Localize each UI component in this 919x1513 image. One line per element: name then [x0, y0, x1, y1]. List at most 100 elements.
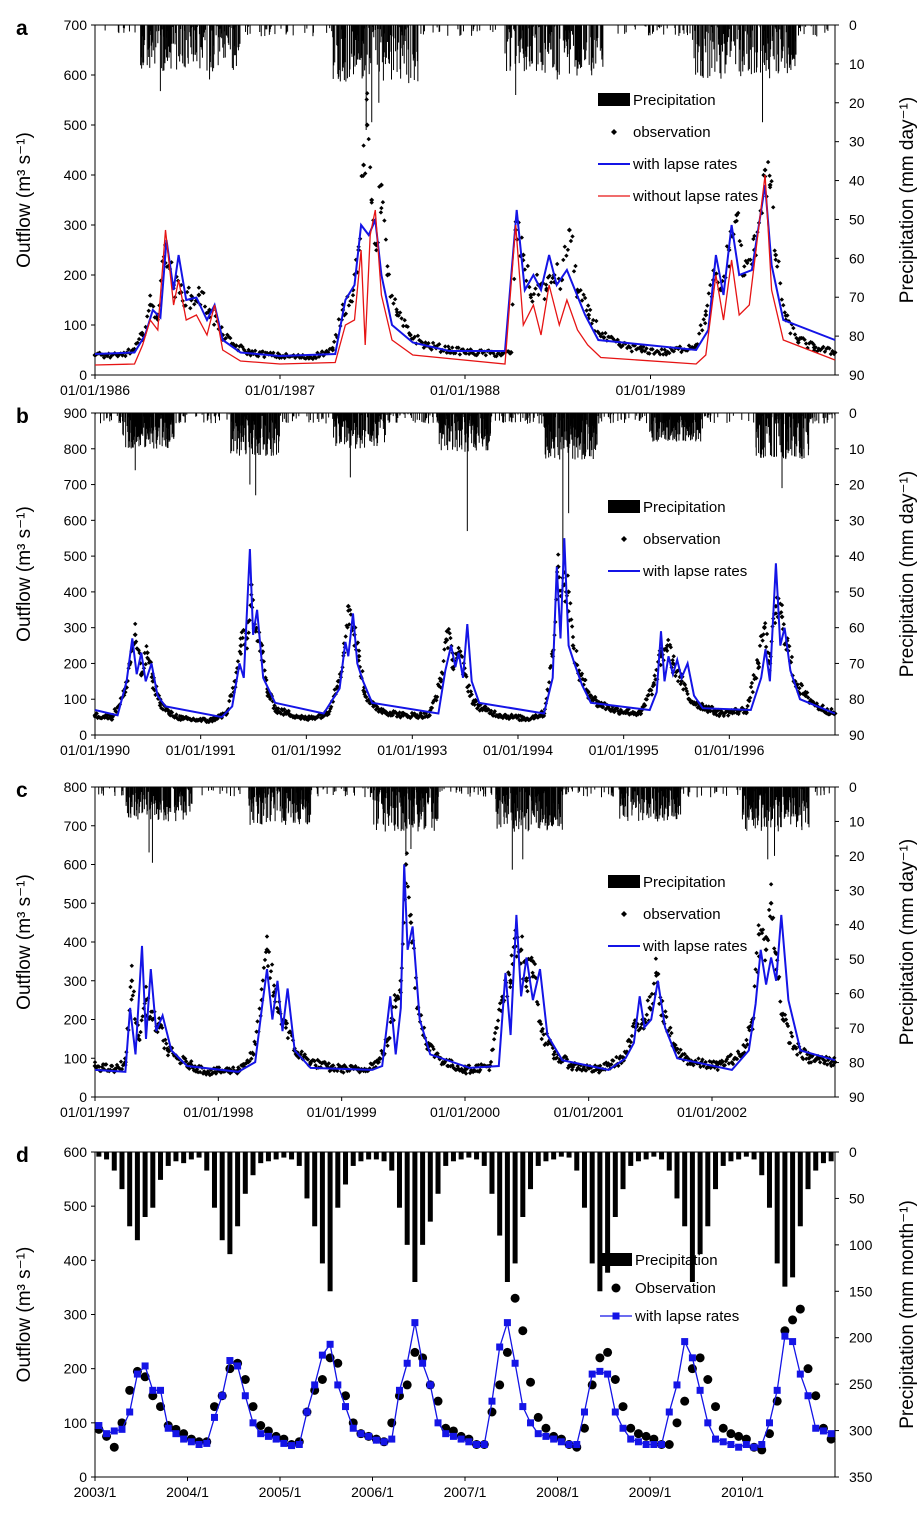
data-point — [581, 682, 586, 687]
y-axis-left: 0 100 200 300 400 500 600 700 800 — [64, 779, 95, 1105]
data-point — [748, 695, 753, 700]
data-point — [743, 258, 748, 264]
data-point — [330, 347, 336, 353]
data-point — [387, 710, 393, 715]
data-point — [215, 1068, 221, 1074]
data-point — [253, 348, 258, 354]
x-tick-label: 01/01/1996 — [694, 742, 764, 758]
data-point — [391, 301, 396, 306]
data-point — [347, 622, 352, 627]
data-point — [750, 689, 755, 695]
data-point — [364, 97, 369, 102]
data-point — [325, 711, 331, 716]
data-point — [685, 691, 690, 697]
data-point — [524, 984, 529, 989]
data-point — [129, 997, 134, 1002]
data-point — [767, 182, 773, 188]
x-tick-label: 01/01/1998 — [183, 1104, 253, 1120]
data-point — [249, 349, 255, 354]
data-point — [799, 683, 805, 688]
data-point — [505, 714, 511, 719]
data-point — [713, 709, 718, 715]
data-point — [807, 341, 812, 346]
data-point — [534, 272, 540, 278]
data-point — [356, 648, 362, 653]
data-point — [259, 643, 265, 648]
data-point — [426, 341, 431, 346]
data-point — [414, 715, 419, 720]
data-point — [542, 1042, 547, 1048]
data-point — [196, 285, 202, 290]
data-point — [264, 934, 270, 939]
data-point — [664, 648, 670, 653]
data-point — [518, 713, 523, 718]
data-point — [241, 347, 247, 352]
data-point — [598, 1063, 603, 1068]
data-point — [706, 704, 711, 709]
data-point — [183, 303, 188, 308]
data-point — [197, 1069, 203, 1075]
data-point — [528, 292, 534, 298]
data-point — [162, 1046, 167, 1051]
data-point — [282, 707, 287, 712]
data-point — [678, 1047, 683, 1052]
x-tick-label: 01/01/1988 — [430, 382, 500, 398]
data-point — [165, 1053, 171, 1058]
data-point — [392, 992, 397, 998]
data-point — [456, 345, 461, 350]
data-point — [139, 330, 145, 336]
data-point — [761, 632, 766, 637]
data-point — [158, 278, 164, 283]
data-point — [583, 1068, 589, 1073]
data-point — [810, 340, 815, 346]
data-point — [698, 323, 703, 328]
data-point — [283, 1025, 289, 1030]
data-point — [622, 1049, 627, 1054]
y2-tick-label: 20 — [849, 477, 865, 493]
data-point — [193, 298, 199, 304]
data-point — [475, 702, 481, 707]
data-point — [391, 709, 396, 714]
data-point — [450, 665, 455, 670]
data-point — [213, 1071, 219, 1076]
data-point — [104, 715, 109, 720]
y-tick-label: 200 — [64, 267, 88, 283]
data-point — [491, 710, 497, 716]
y-tick-label: 500 — [64, 895, 88, 911]
data-point — [389, 293, 395, 298]
data-point — [263, 675, 268, 680]
data-point — [703, 321, 708, 326]
data-point — [281, 712, 286, 717]
y-tick-label: 600 — [64, 857, 88, 873]
data-point — [207, 1072, 213, 1078]
data-point — [565, 573, 570, 578]
data-point — [773, 257, 778, 262]
data-point — [570, 643, 576, 649]
legend-label: observation — [643, 531, 721, 548]
data-point — [136, 648, 141, 653]
data-point — [606, 1061, 611, 1066]
data-point — [568, 601, 573, 606]
data-point — [542, 296, 547, 302]
data-point — [773, 611, 779, 616]
data-point — [726, 713, 731, 718]
data-point — [815, 349, 820, 354]
data-point — [362, 689, 367, 695]
data-point — [343, 634, 348, 639]
y2-axis-label: Precipitation (mm day⁻¹) — [897, 839, 918, 1045]
data-point — [670, 658, 675, 663]
data-point — [561, 257, 566, 263]
data-point — [174, 274, 179, 280]
data-point — [652, 673, 657, 678]
data-point — [593, 694, 598, 700]
data-point — [562, 244, 567, 249]
data-point — [714, 271, 719, 276]
data-point — [174, 712, 179, 717]
y-tick-label: 300 — [64, 217, 88, 233]
data-point — [638, 1025, 643, 1030]
data-point — [789, 654, 795, 660]
data-point — [679, 678, 685, 684]
data-point — [188, 306, 193, 311]
data-point — [392, 297, 398, 302]
data-point — [378, 1056, 383, 1061]
